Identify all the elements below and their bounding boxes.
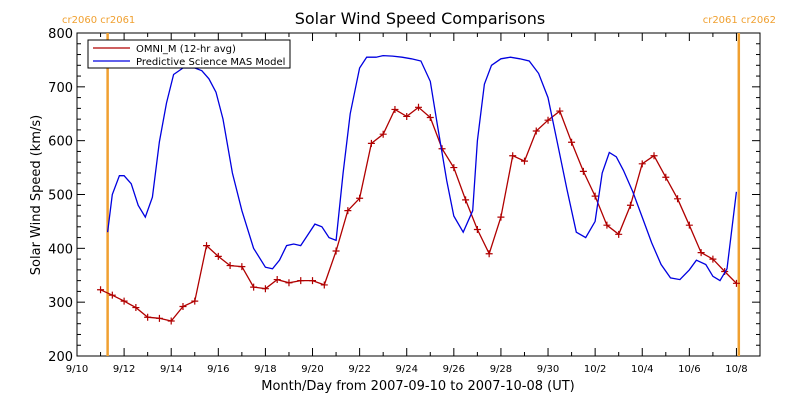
omni-data-point — [638, 160, 646, 168]
omni-data-point — [250, 283, 258, 291]
omni-data-point — [191, 297, 199, 305]
omni-data-point — [462, 196, 470, 204]
omni-data-point — [226, 262, 234, 270]
omni-data-point — [674, 195, 682, 203]
y-axis-ticks: 200 300 400 500 600 700 800 — [48, 27, 760, 365]
y-axis-label: Solar Wind Speed (km/s) — [29, 115, 44, 275]
omni-data-point — [650, 152, 658, 160]
carrington-rotation-labels: cr2060 cr2061 cr2061 cr2062 — [62, 15, 776, 26]
omni-data-point — [132, 304, 140, 312]
x-tick-label: 9/22 — [348, 364, 370, 375]
legend-box — [87, 39, 291, 69]
omni-data-point — [615, 230, 623, 238]
legend: OMNI_M (12-hr avg) Predictive Science MA… — [87, 39, 291, 69]
omni-data-point — [709, 255, 717, 263]
omni-data-point — [108, 291, 116, 299]
omni-data-point — [97, 286, 105, 294]
omni-data-point — [532, 127, 540, 135]
legend-label-mas: Predictive Science MAS Model — [136, 57, 285, 68]
omni-data-point — [261, 285, 269, 293]
x-axis-label: Month/Day from 2007-09-10 to 2007-10-08 … — [261, 379, 574, 394]
omni-data-point — [509, 152, 517, 160]
omni-data-point — [144, 313, 152, 321]
omni-data-point — [591, 192, 599, 200]
carrington-rotation-label: cr2061 cr2062 — [703, 15, 776, 26]
omni-data-point — [309, 277, 317, 285]
omni-data-point — [415, 103, 422, 111]
omni-data-point — [379, 130, 387, 138]
omni-data-point — [520, 157, 528, 165]
omni-data-point — [155, 314, 163, 322]
omni-data-point — [179, 302, 187, 310]
omni-data-point — [120, 297, 128, 305]
omni-data-point — [556, 107, 564, 115]
legend-label-omni: OMNI_M (12-hr avg) — [136, 44, 236, 55]
omni-data-point — [320, 281, 328, 289]
y-tick-label: 200 — [48, 350, 73, 365]
omni-data-point — [685, 221, 693, 229]
y-tick-label: 300 — [48, 296, 73, 311]
x-tick-label: 9/26 — [443, 364, 465, 375]
carrington-boundary-lines — [106, 33, 741, 356]
x-tick-label: 9/28 — [490, 364, 512, 375]
omni-data-point — [297, 277, 305, 285]
y-tick-label: 800 — [48, 27, 73, 42]
omni-data-point — [697, 249, 705, 257]
omni-data-point — [214, 252, 222, 260]
x-tick-label: 10/8 — [725, 364, 747, 375]
x-tick-label: 9/10 — [66, 364, 88, 375]
omni-data-point — [391, 105, 399, 113]
omni-data-point — [403, 112, 411, 120]
x-tick-label: 10/2 — [584, 364, 606, 375]
x-tick-label: 9/12 — [113, 364, 135, 375]
omni-data-point — [473, 225, 481, 233]
omni-data-point — [367, 139, 375, 147]
y-tick-label: 400 — [48, 242, 73, 257]
x-tick-label: 9/18 — [254, 364, 276, 375]
chart-title: Solar Wind Speed Comparisons — [295, 9, 546, 28]
x-tick-label: 9/24 — [395, 364, 417, 375]
omni-data-point — [356, 194, 364, 202]
plot-frame — [76, 32, 761, 357]
x-tick-label: 9/16 — [207, 364, 229, 375]
x-tick-label: 10/6 — [678, 364, 700, 375]
omni-data-point — [238, 263, 246, 271]
omni-data-point — [485, 250, 493, 258]
omni-data-point — [579, 167, 587, 175]
omni-data-point — [497, 213, 505, 221]
y-tick-label: 600 — [48, 135, 73, 150]
omni-data-point — [626, 201, 634, 209]
omni-data-point — [203, 242, 211, 250]
omni-data-point — [344, 207, 352, 215]
omni-data-point — [568, 138, 576, 146]
omni-data-point — [544, 116, 552, 124]
x-axis-ticks: 9/10 9/12 9/14 9/16 9/18 9/20 9/22 9/24 9/26 9/28… — [66, 33, 748, 375]
omni-data-point — [450, 164, 458, 172]
omni-data-point — [285, 279, 293, 287]
omni-data-point — [732, 279, 740, 287]
data-series — [97, 54, 740, 325]
omni-data-point — [426, 114, 434, 122]
omni-data-point — [332, 247, 340, 255]
y-tick-label: 700 — [48, 81, 73, 96]
y-tick-label: 500 — [48, 189, 73, 204]
omni-data-point — [167, 317, 175, 325]
x-tick-label: 9/20 — [301, 364, 323, 375]
omni-data-point — [603, 221, 611, 229]
mas-model-series-line — [106, 54, 738, 282]
x-tick-label: 9/30 — [537, 364, 559, 375]
x-tick-label: 9/14 — [160, 364, 182, 375]
omni-data-point — [662, 173, 670, 181]
omni-data-point — [273, 276, 281, 284]
x-tick-label: 10/4 — [631, 364, 653, 375]
carrington-rotation-label: cr2060 cr2061 — [62, 15, 135, 26]
